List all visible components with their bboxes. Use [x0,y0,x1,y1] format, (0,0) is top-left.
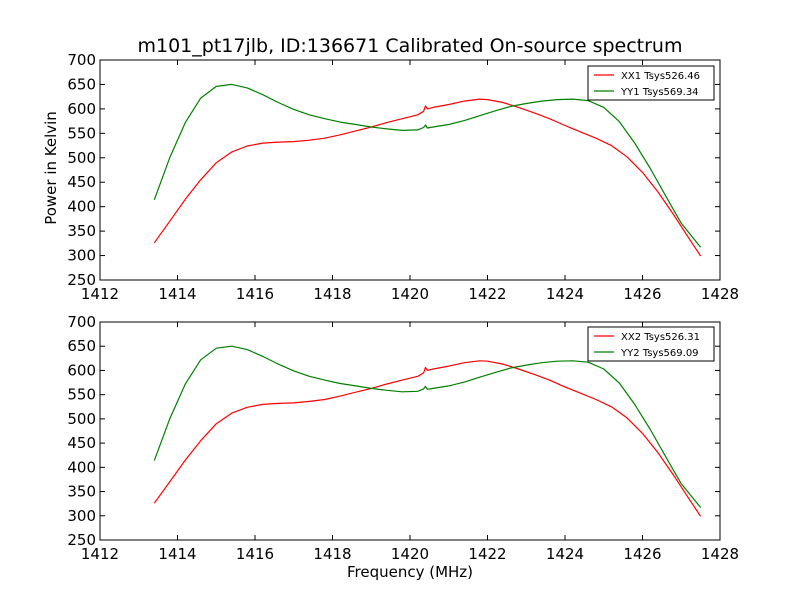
y-tick-label: 700 [67,51,96,69]
y-tick-label: 650 [67,337,96,355]
y-tick-label: 600 [67,361,96,379]
x-tick-label: 1418 [313,285,351,303]
x-tick-label: 1424 [546,285,584,303]
legend-entry-label: XX1 Tsys526.46 [621,71,700,82]
legend-box [587,326,715,362]
x-tick-label: 1420 [391,545,429,563]
y-tick-label: 350 [67,222,96,240]
x-tick-label: 1428 [701,545,739,563]
legend-entry-label: YY1 Tsys569.34 [620,87,699,98]
y-tick-label: 450 [67,173,96,191]
bottom-panel: 1412 1414 1416 1418 1420 1422 1424 1426 1428 250 3… [67,313,739,563]
top-panel: 1412 1414 1416 1418 1420 1422 1424 1426 1428 250 3… [67,51,739,303]
x-tick-label: 1422 [468,285,506,303]
y-tick-label: 250 [67,271,96,289]
y-tick-label: 550 [67,386,96,404]
series-line-1-1 [153,345,702,508]
legend-box [587,65,715,101]
x-tick-label: 1412 [81,285,119,303]
y-tick-label: 350 [67,483,96,501]
y-tick-label: 300 [67,507,96,525]
x-tick-label: 1416 [236,285,274,303]
legend: XX2 Tsys526.31 YY2 Tsys569.09 [587,326,715,362]
y-tick-label: 700 [67,313,96,331]
series-line-1-0 [153,360,702,517]
x-tick-label: 1422 [468,545,506,563]
series-line-0-1 [153,83,702,248]
y-tick-label: 300 [67,247,96,265]
y-axis-label: Power in Kelvin [42,111,60,225]
legend-entry-label: YY2 Tsys569.09 [620,348,699,359]
y-tick-label: 550 [67,124,96,142]
x-tick-label: 1416 [236,545,274,563]
x-tick-label: 1426 [623,545,661,563]
y-tick-label: 250 [67,531,96,549]
y-tick-label: 650 [67,75,96,93]
x-tick-label: 1414 [158,285,196,303]
x-tick-label: 1428 [701,285,739,303]
legend-entry-label: XX2 Tsys526.31 [621,332,700,343]
y-tick-label: 500 [67,410,96,428]
y-tick-label: 450 [67,434,96,452]
y-tick-label: 500 [67,149,96,167]
chart-title: m101_pt17jlb, ID:136671 Calibrated On-so… [138,35,683,57]
x-tick-label: 1424 [546,545,584,563]
y-tick-label: 600 [67,100,96,118]
legend: XX1 Tsys526.46 YY1 Tsys569.34 [587,65,715,101]
x-tick-label: 1418 [313,545,351,563]
x-axis-label: Frequency (MHz) [347,563,473,581]
x-tick-label: 1420 [391,285,429,303]
x-tick-label: 1412 [81,545,119,563]
y-tick-label: 400 [67,198,96,216]
series-line-0-0 [153,98,702,257]
x-tick-label: 1426 [623,285,661,303]
y-tick-label: 400 [67,458,96,476]
x-tick-label: 1414 [158,545,196,563]
